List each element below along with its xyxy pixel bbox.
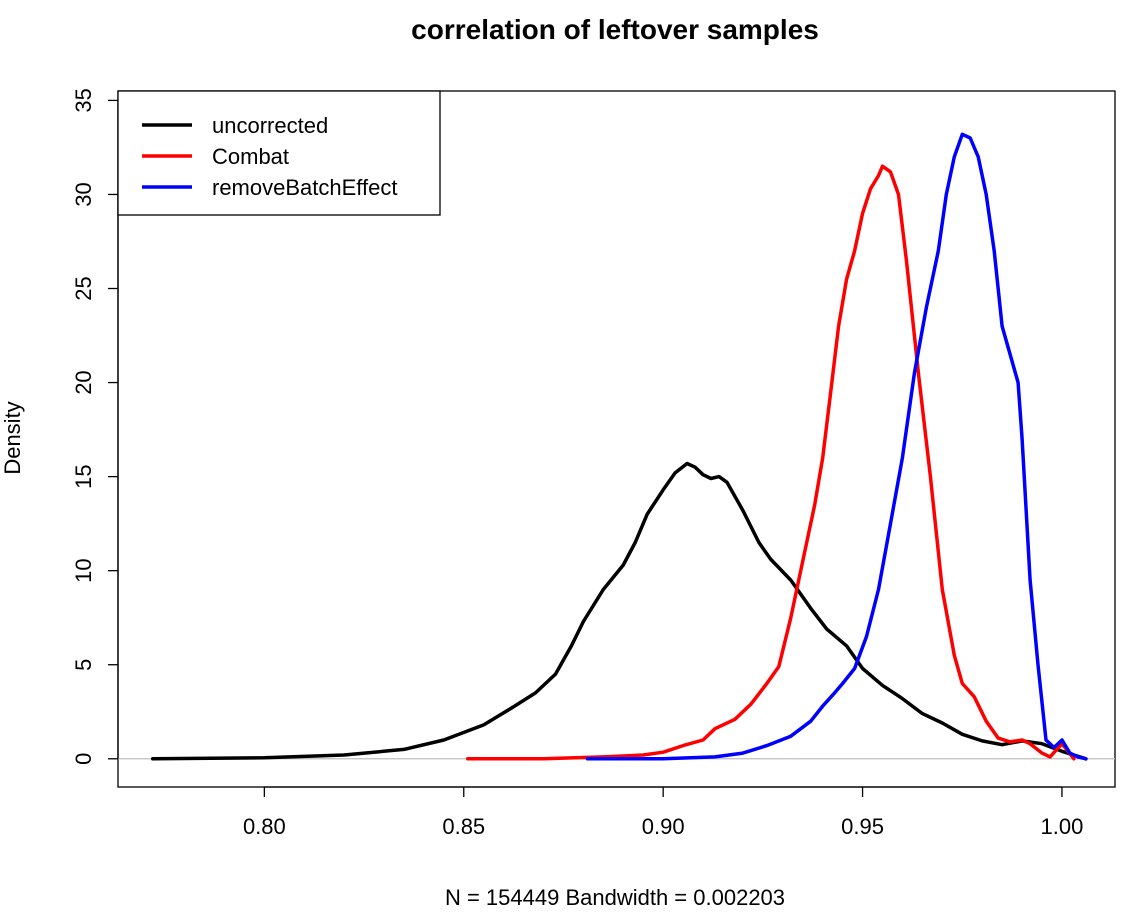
x-tick-label: 1.00 bbox=[1041, 814, 1084, 839]
series-layer bbox=[150, 132, 1088, 761]
y-tick-label: 35 bbox=[71, 88, 96, 112]
legend-label: removeBatchEffect bbox=[212, 175, 397, 200]
series-line-uncorrected bbox=[150, 461, 1088, 761]
legend: uncorrected Combat removeBatchEffect bbox=[117, 90, 441, 216]
series-line-removeBatchEffect bbox=[585, 132, 1088, 761]
y-tick-label: 30 bbox=[71, 182, 96, 206]
y-axis-label: Density bbox=[0, 401, 25, 474]
y-axis: 0 5 10 15 20 25 30 35 bbox=[71, 88, 119, 765]
chart-title: correlation of leftover samples bbox=[411, 14, 819, 45]
x-tick-label: 0.85 bbox=[442, 814, 485, 839]
y-tick-label: 15 bbox=[71, 464, 96, 488]
y-tick-label: 25 bbox=[71, 276, 96, 300]
y-tick-label: 20 bbox=[71, 370, 96, 394]
legend-label: uncorrected bbox=[212, 113, 328, 138]
x-tick-label: 0.80 bbox=[243, 814, 286, 839]
x-axis-label: N = 154449 Bandwidth = 0.002203 bbox=[445, 885, 785, 910]
y-tick-label: 10 bbox=[71, 558, 96, 582]
x-tick-label: 0.90 bbox=[642, 814, 685, 839]
legend-label: Combat bbox=[212, 144, 289, 169]
y-tick-label: 0 bbox=[71, 753, 96, 765]
series-line-Combat bbox=[465, 164, 1076, 761]
y-tick-label: 5 bbox=[71, 659, 96, 671]
x-axis: 0.80 0.85 0.90 0.95 1.00 bbox=[243, 786, 1084, 839]
legend-box bbox=[117, 90, 441, 216]
x-tick-label: 0.95 bbox=[841, 814, 884, 839]
